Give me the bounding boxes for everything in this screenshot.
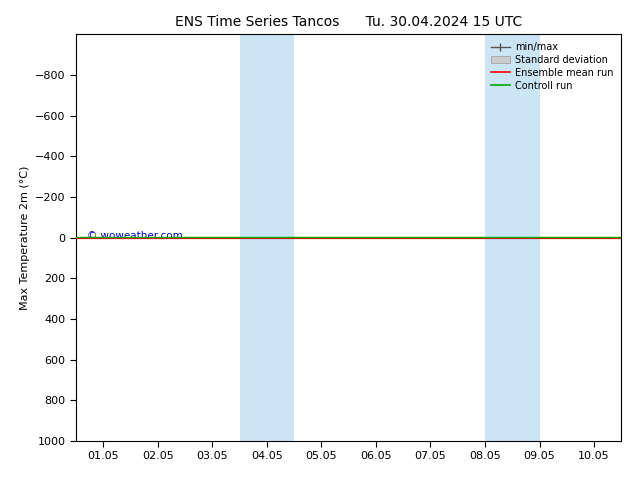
Y-axis label: Max Temperature 2m (°C): Max Temperature 2m (°C) bbox=[20, 166, 30, 310]
Bar bbox=[240, 34, 294, 441]
Text: © woweather.com: © woweather.com bbox=[87, 231, 183, 241]
Legend: min/max, Standard deviation, Ensemble mean run, Controll run: min/max, Standard deviation, Ensemble me… bbox=[488, 39, 616, 94]
Title: ENS Time Series Tancos      Tu. 30.04.2024 15 UTC: ENS Time Series Tancos Tu. 30.04.2024 15… bbox=[175, 15, 522, 29]
Bar bbox=[485, 34, 540, 441]
